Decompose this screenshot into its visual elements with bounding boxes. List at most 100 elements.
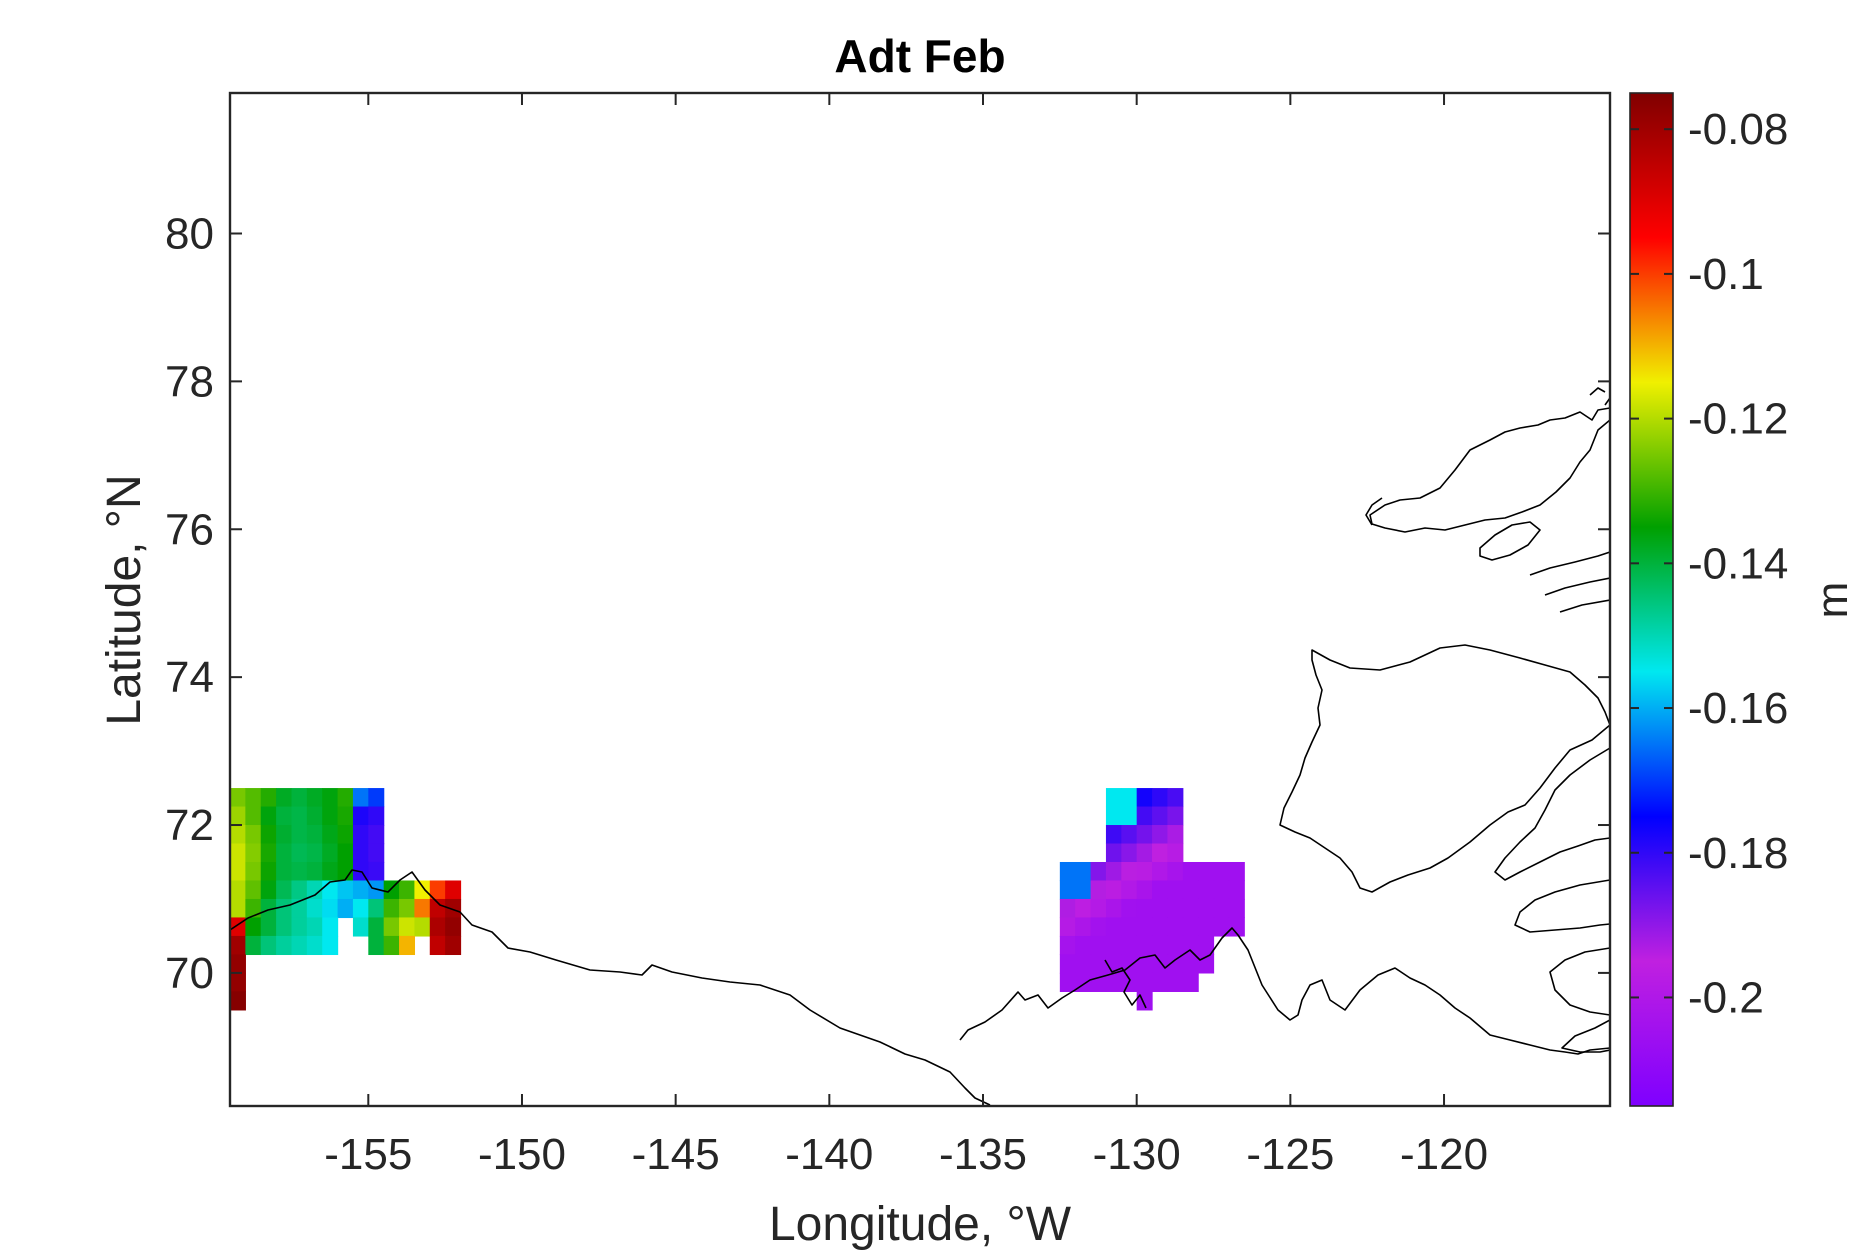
heatmap-cell bbox=[429, 898, 446, 919]
heatmap-cell bbox=[276, 917, 293, 937]
heatmap-cell bbox=[368, 825, 385, 845]
plot-frame bbox=[228, 91, 1612, 1108]
heatmap-cell bbox=[260, 806, 277, 826]
heatmap-cell bbox=[1152, 825, 1169, 845]
heatmap-cell bbox=[1182, 954, 1199, 974]
x-tick-label: -120 bbox=[1400, 1130, 1488, 1179]
heatmap-cell bbox=[1228, 861, 1245, 882]
colorbar-gradient bbox=[1629, 92, 1674, 1107]
heatmap-cell bbox=[1152, 917, 1169, 937]
heatmap-cell bbox=[1136, 880, 1153, 900]
heatmap-cell bbox=[352, 806, 369, 826]
heatmap-cell bbox=[368, 898, 385, 919]
heatmap-cell bbox=[1136, 917, 1153, 937]
coastline-delta bbox=[1104, 959, 1147, 1009]
coastline-north-islands bbox=[1529, 551, 1610, 613]
heatmap-cell bbox=[1167, 825, 1184, 845]
heatmap-cell bbox=[291, 788, 308, 808]
heatmap-cell bbox=[1198, 861, 1215, 882]
x-tick-label: -155 bbox=[324, 1130, 412, 1179]
heatmap-cell bbox=[445, 898, 462, 919]
heatmap-cell bbox=[1090, 898, 1107, 919]
heatmap-cell bbox=[276, 788, 293, 808]
heatmap-cell bbox=[1167, 935, 1184, 956]
heatmap-cell bbox=[429, 935, 446, 956]
heatmap-cell bbox=[1059, 954, 1076, 974]
heatmap-cell bbox=[1167, 917, 1184, 937]
heatmap-cell bbox=[352, 917, 369, 937]
coastline-byam-martin bbox=[1479, 521, 1541, 561]
heatmap-cell bbox=[230, 954, 246, 974]
heatmap-cell bbox=[306, 880, 323, 900]
heatmap-cell bbox=[322, 825, 339, 845]
heatmap-cell bbox=[1136, 898, 1153, 919]
heatmap-cell bbox=[1105, 898, 1122, 919]
heatmap-cell bbox=[276, 880, 293, 900]
coastline-mackenzie bbox=[959, 927, 1610, 1055]
heatmap-cell bbox=[337, 880, 354, 900]
heatmap-cell bbox=[1105, 935, 1122, 956]
heatmap-cell bbox=[230, 861, 246, 882]
heatmap-cell bbox=[291, 917, 308, 937]
heatmap-cell bbox=[1167, 788, 1184, 808]
heatmap-cell bbox=[1121, 806, 1138, 826]
heatmap-cell bbox=[322, 917, 339, 937]
heatmap-cell bbox=[260, 825, 277, 845]
heatmap-cell bbox=[337, 898, 354, 919]
heatmap-cell bbox=[1105, 825, 1122, 845]
heatmap-cell bbox=[1105, 917, 1122, 937]
heatmap-cell bbox=[322, 806, 339, 826]
heatmap-cell bbox=[260, 898, 277, 919]
heatmap-cell bbox=[1228, 898, 1245, 919]
heatmap-cell bbox=[1059, 898, 1076, 919]
heatmap-cell bbox=[245, 806, 262, 826]
heatmap-cell bbox=[1152, 843, 1169, 863]
heatmap-cell bbox=[1136, 991, 1153, 1011]
heatmap-cell bbox=[291, 806, 308, 826]
heatmap-cell bbox=[1075, 954, 1092, 974]
heatmap-cell bbox=[368, 861, 385, 882]
heatmap-cell bbox=[429, 880, 446, 900]
heatmap-cell bbox=[291, 843, 308, 863]
colorbar-tick-label: -0.08 bbox=[1688, 105, 1788, 154]
heatmap-cell bbox=[1136, 843, 1153, 863]
heatmap-cell bbox=[1198, 935, 1215, 956]
heatmap-cell bbox=[368, 917, 385, 937]
heatmap-cell bbox=[245, 880, 262, 900]
heatmap-cell bbox=[1121, 825, 1138, 845]
heatmap-cell bbox=[245, 788, 262, 808]
plot-area bbox=[230, 387, 1610, 1106]
heatmap-cell bbox=[414, 898, 431, 919]
heatmap-cell bbox=[1198, 898, 1215, 919]
heatmap-cell bbox=[352, 788, 369, 808]
heatmap-cell bbox=[276, 806, 293, 826]
heatmap-cell bbox=[337, 843, 354, 863]
heatmap-cell bbox=[368, 843, 385, 863]
heatmap-cell bbox=[1136, 972, 1153, 992]
heatmap-cell bbox=[445, 935, 462, 956]
heatmap-cell bbox=[1167, 954, 1184, 974]
heatmap-cell bbox=[1121, 898, 1138, 919]
heatmap-cell bbox=[337, 825, 354, 845]
heatmap-cell bbox=[322, 898, 339, 919]
heatmap-cell bbox=[1136, 954, 1153, 974]
colorbar-tick-label: -0.18 bbox=[1688, 829, 1788, 878]
heatmap-cell bbox=[337, 861, 354, 882]
heatmap-cell bbox=[1090, 917, 1107, 937]
heatmap-cell bbox=[276, 825, 293, 845]
heatmap-cell bbox=[399, 880, 416, 900]
colorbar-label: m bbox=[1808, 582, 1857, 619]
coastline-victoria-island bbox=[1494, 747, 1610, 881]
heatmap-cell bbox=[445, 917, 462, 937]
heatmap-cell bbox=[1167, 972, 1184, 992]
heatmap-cell bbox=[337, 806, 354, 826]
coastline bbox=[230, 387, 1610, 1106]
heatmap-cell bbox=[1075, 880, 1092, 900]
heatmap-cells bbox=[230, 788, 1245, 1011]
heatmap-cell bbox=[1228, 880, 1245, 900]
heatmap-cell bbox=[306, 935, 323, 956]
heatmap-cell bbox=[291, 898, 308, 919]
heatmap-cell bbox=[1198, 880, 1215, 900]
heatmap-cell bbox=[1059, 972, 1076, 992]
